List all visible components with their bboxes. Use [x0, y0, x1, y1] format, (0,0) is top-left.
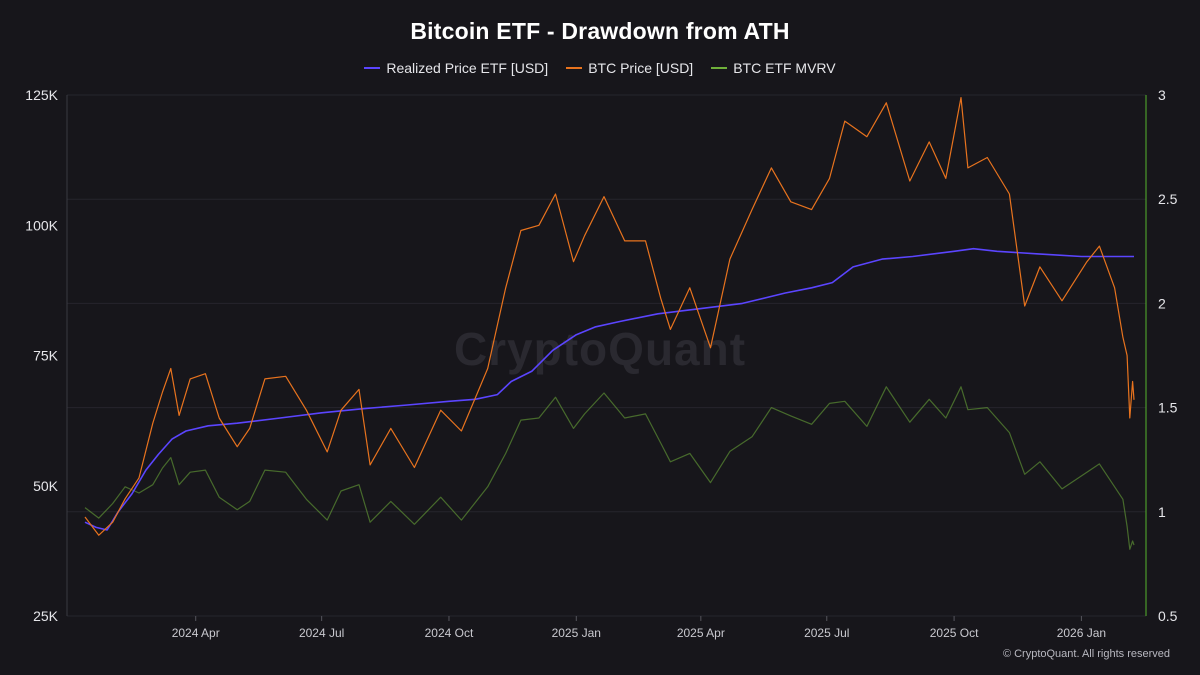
x-axis-tick-label: 2025 Jan — [552, 626, 601, 640]
series-line-btc-price-usd — [84, 96, 1135, 536]
right-axis-tick-label: 0.5 — [1158, 608, 1178, 624]
x-axis-ticks: 2024 Apr 2024 Jul 2024 Oct 2025 Jan 2025 Apr… — [172, 616, 1106, 640]
legend-item-realized-price[interactable]: Realized Price ETF [USD] — [364, 60, 548, 76]
legend-swatch-btc-price — [566, 67, 583, 69]
legend-item-btc-price[interactable]: BTC Price [USD] — [566, 60, 693, 76]
left-axis-tick-label: 100K — [25, 217, 58, 233]
gridlines — [67, 94, 1146, 617]
left-axis-tick-label: 50K — [33, 478, 59, 494]
right-axis-tick-label: 2.5 — [1158, 191, 1178, 207]
legend-item-mvrv[interactable]: BTC ETF MVRV — [711, 60, 836, 76]
series-line-realized-price-etf-usd — [84, 247, 1134, 531]
x-axis-tick-label: 2025 Apr — [677, 626, 725, 640]
left-axis-tick-label: 125K — [25, 87, 58, 103]
x-axis-tick-label: 2024 Oct — [425, 626, 474, 640]
watermark: CryptoQuant — [453, 323, 747, 375]
left-axis-tick-label: 25K — [33, 608, 59, 624]
series-line-btc-etf-mvrv — [84, 386, 1135, 550]
right-axis-tick-label: 1 — [1158, 504, 1166, 520]
x-axis-tick-label: 2024 Apr — [172, 626, 220, 640]
x-axis-tick-label: 2024 Jul — [299, 626, 344, 640]
right-axis-tick-label: 3 — [1158, 87, 1166, 103]
series-lines — [84, 96, 1135, 550]
left-axis-ticks: 125K 100K 75K 50K 25K — [25, 87, 58, 624]
legend-swatch-realized-price — [364, 67, 381, 69]
x-axis-tick-label: 2025 Oct — [930, 626, 979, 640]
right-axis-ticks: 3 2.5 2 1.5 1 0.5 — [1158, 87, 1178, 624]
copyright-footer: © CryptoQuant. All rights reserved — [1002, 648, 1170, 660]
right-axis-tick-label: 2 — [1158, 295, 1166, 311]
x-axis-tick-label: 2025 Jul — [804, 626, 849, 640]
chart-title: Bitcoin ETF - Drawdown from ATH — [410, 18, 790, 44]
x-axis-tick-label: 2026 Jan — [1057, 626, 1106, 640]
legend-label-btc-price: BTC Price [USD] — [588, 60, 694, 76]
legend: Realized Price ETF [USD] BTC Price [USD]… — [0, 60, 1200, 76]
legend-label-realized-price: Realized Price ETF [USD] — [386, 60, 549, 76]
legend-swatch-mvrv — [711, 67, 728, 69]
left-axis-tick-label: 75K — [33, 348, 59, 364]
legend-label-mvrv: BTC ETF MVRV — [733, 60, 836, 76]
right-axis-tick-label: 1.5 — [1158, 400, 1178, 416]
